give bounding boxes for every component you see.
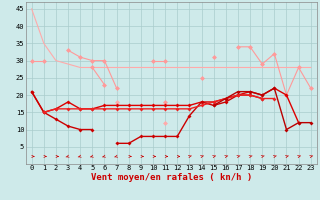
- X-axis label: Vent moyen/en rafales ( kn/h ): Vent moyen/en rafales ( kn/h ): [91, 173, 252, 182]
